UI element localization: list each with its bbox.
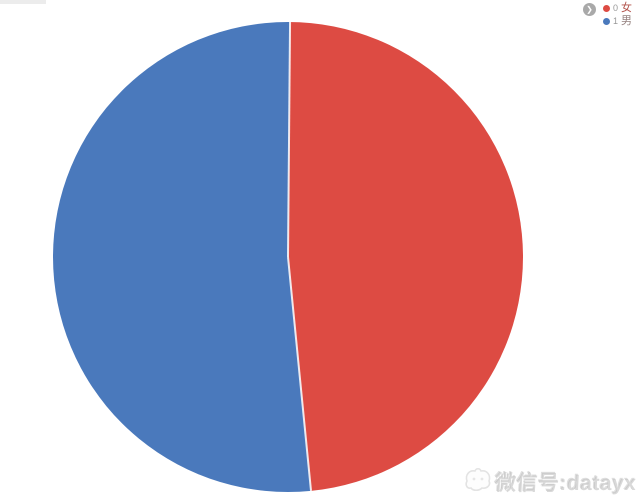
watermark: 微信号:datayx: [463, 465, 638, 498]
legend-item-label: 女: [621, 1, 632, 14]
legend-item-key: 0: [612, 2, 618, 13]
legend-collapse-button[interactable]: ❯: [582, 3, 596, 16]
legend-item-label: 男: [621, 14, 632, 27]
top-edge-artifact: [0, 0, 46, 4]
legend-item-key: 1: [612, 15, 618, 26]
legend-marker-dot: [602, 4, 610, 12]
watermark-text: 微信号:datayx: [494, 471, 638, 495]
legend-marker-dot: [602, 17, 610, 25]
watermark-logo-icon: [463, 465, 493, 498]
chevron-right-icon: ❯: [586, 5, 593, 14]
